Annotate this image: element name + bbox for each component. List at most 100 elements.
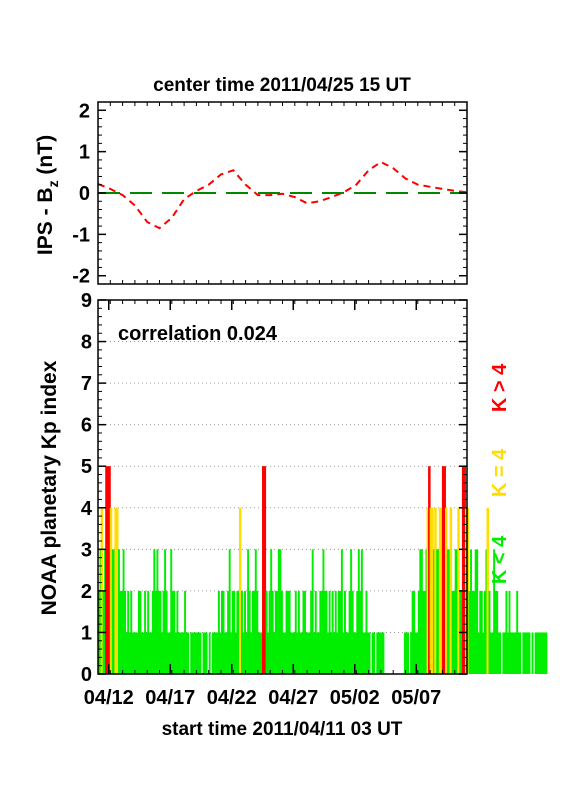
kp-bar — [511, 632, 514, 674]
ips-bz-y-tick-label: -2 — [72, 266, 90, 288]
kp-y-tick-label: 5 — [81, 456, 92, 478]
kp-bar — [523, 632, 526, 674]
kp-bar — [142, 632, 145, 674]
ips-bz-y-tick-label: 1 — [79, 142, 90, 164]
kp-y-tick-label: 9 — [81, 290, 92, 312]
kp-bar — [497, 632, 500, 674]
kp-bar — [202, 632, 205, 674]
kp-bar — [526, 632, 529, 674]
kp-bar — [314, 590, 317, 674]
kp-bar — [454, 549, 457, 674]
kp-bar — [543, 632, 546, 674]
kp-bar — [320, 590, 323, 674]
kp-bar — [274, 590, 277, 674]
kp-bar — [253, 590, 256, 674]
kp-bar — [196, 632, 199, 674]
kp-bar — [493, 549, 496, 674]
kp-bar — [139, 590, 142, 674]
kp-bar — [453, 590, 456, 674]
kp-bar — [245, 632, 248, 674]
kp-bar — [362, 632, 365, 674]
kp-bar — [324, 590, 326, 674]
kp-bar — [254, 549, 257, 674]
kp-bar — [279, 549, 282, 674]
kp-bar — [214, 632, 217, 674]
kp-bar — [327, 632, 330, 674]
kp-bar — [177, 632, 180, 674]
kp-bar — [234, 632, 237, 674]
kp-bar — [184, 590, 187, 674]
kp-y-tick-label: 7 — [81, 373, 92, 395]
kp-bar — [491, 632, 494, 674]
kp-bar — [304, 590, 306, 674]
kp-bar — [137, 590, 140, 674]
kp-bar — [248, 590, 251, 674]
kp-bar — [417, 590, 420, 674]
kp-bar — [413, 590, 416, 674]
kp-bar — [545, 632, 548, 674]
kp-bar — [457, 507, 460, 674]
kp-bar — [217, 590, 220, 674]
kp-bar — [231, 590, 234, 674]
kp-bar — [348, 590, 351, 674]
kp-bar — [368, 632, 371, 674]
kp-bar — [271, 590, 274, 674]
kp-bar — [247, 549, 250, 674]
kp-bar — [447, 549, 449, 674]
ips-bz-y-tick-label: 2 — [79, 100, 90, 122]
kp-bar — [440, 507, 443, 674]
kp-bar — [242, 632, 245, 674]
kp-bar — [290, 632, 293, 674]
kp-bar — [179, 632, 182, 674]
kp-bar — [540, 632, 543, 674]
kp-bar — [127, 590, 130, 674]
kp-bar — [187, 632, 190, 674]
kp-bar — [363, 632, 366, 674]
kp-bar — [311, 549, 314, 674]
kp-bar — [423, 590, 426, 674]
kp-bar — [296, 632, 299, 674]
kp-y-tick-label: 0 — [81, 664, 92, 686]
kp-bar — [444, 507, 448, 674]
ips-bz-y-axis-label: IPS - Bz (nT) — [34, 135, 61, 255]
kp-bar — [419, 549, 422, 674]
kp-bar — [353, 632, 356, 674]
kp-bar — [104, 549, 107, 674]
kp-bar — [333, 632, 336, 674]
kp-bar — [483, 590, 486, 674]
kp-bar — [105, 466, 108, 674]
kp-bar — [305, 632, 308, 674]
kp-bar — [542, 632, 545, 674]
kp-bar — [170, 549, 173, 674]
kp-bar — [313, 632, 316, 674]
kp-bar — [211, 632, 214, 674]
kp-bar — [260, 632, 263, 674]
kp-bar — [382, 632, 385, 674]
kp-bar — [513, 632, 516, 674]
kp-bar — [367, 632, 369, 674]
kp-bar — [463, 466, 466, 674]
kp-bar — [265, 590, 268, 674]
kp-bar — [193, 632, 196, 674]
kp-x-tick-label: 04/22 — [207, 687, 257, 709]
kp-bar — [379, 632, 382, 674]
kp-bar — [473, 590, 476, 674]
kp-bar — [416, 632, 419, 674]
correlation-annotation: correlation 0.024 — [118, 323, 278, 345]
kp-bar — [222, 590, 225, 674]
kp-bar — [164, 549, 167, 674]
kp-bar — [380, 632, 383, 674]
kp-bar — [466, 507, 470, 674]
kp-bar — [213, 632, 216, 674]
kp-bar — [250, 632, 253, 674]
kp-bar — [173, 590, 176, 674]
kp-bar — [297, 590, 300, 674]
kp-bar — [99, 549, 102, 674]
kp-bar — [407, 632, 409, 674]
kp-bar — [351, 590, 354, 674]
kp-bar — [227, 590, 230, 674]
kp-bar — [277, 549, 280, 674]
legend-k-low: K < 4 — [489, 535, 511, 584]
kp-bar — [488, 590, 491, 674]
kp-bar — [157, 590, 160, 674]
